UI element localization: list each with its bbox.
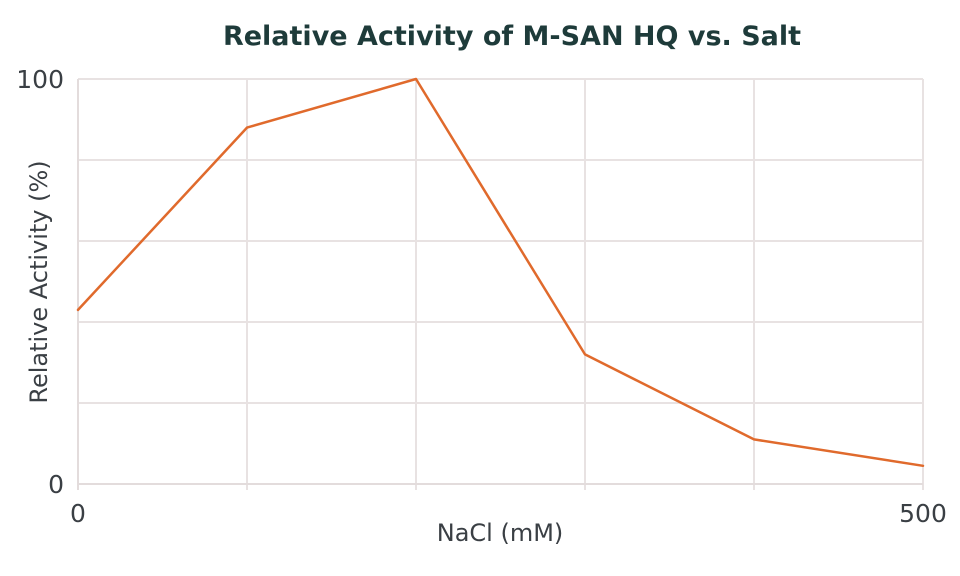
grid xyxy=(77,78,924,490)
x-tick-label-0: 0 xyxy=(70,499,86,528)
x-tick-label-1: 500 xyxy=(899,499,947,528)
series-line-0 xyxy=(76,77,925,468)
x-axis-label: NaCl (mM) xyxy=(437,519,564,547)
tick-labels: 0 100 0 500 xyxy=(16,65,947,528)
y-tick-label-0: 0 xyxy=(48,470,64,499)
y-tick-label-1: 100 xyxy=(16,65,64,94)
y-axis-label: Relative Activity (%) xyxy=(25,160,53,403)
chart-title: Relative Activity of M-SAN HQ vs. Salt xyxy=(223,21,801,52)
series-layer xyxy=(76,77,925,468)
